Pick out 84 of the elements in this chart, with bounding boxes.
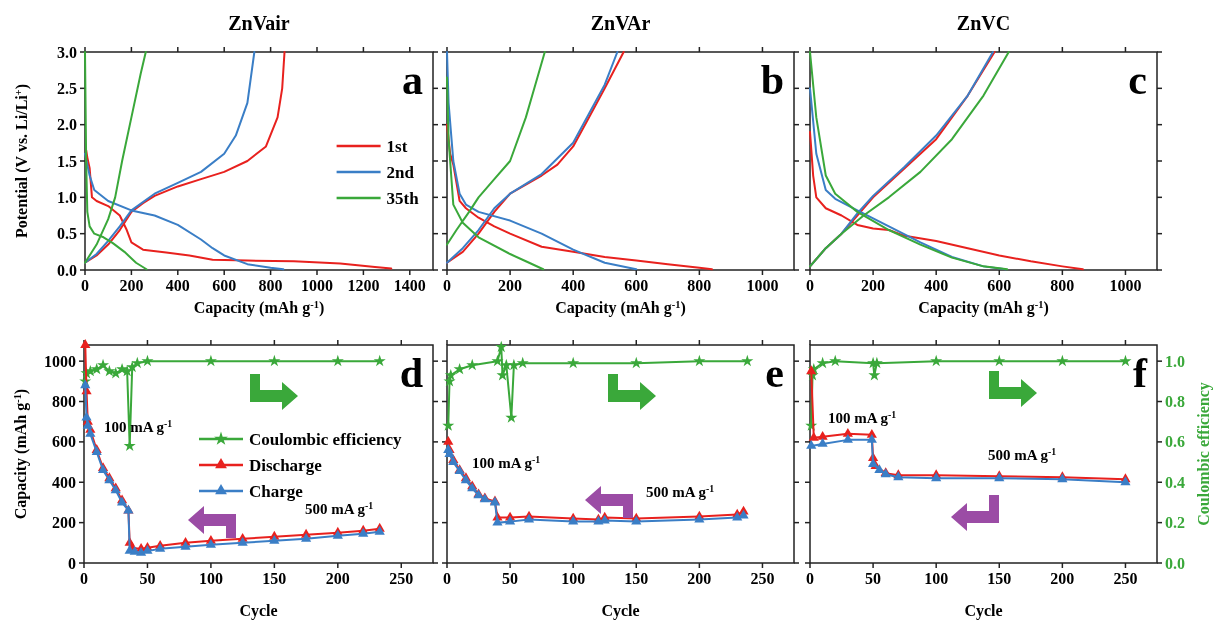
x-tick-label: 200 [687, 570, 712, 587]
legend-label: 1st [386, 136, 408, 156]
annotation: 500 mA g$^{-1}$ [988, 445, 1057, 464]
y-tick-label: 200 [52, 514, 76, 532]
legend-label: Charge [249, 481, 304, 501]
x-tick-label: 200 [1050, 570, 1075, 587]
x-tick-label: 600 [212, 277, 237, 294]
annotation: 500 mA g$^{-1}$ [646, 482, 715, 501]
annotation: f [1133, 350, 1148, 396]
legend-label: Coulombic efficiency [249, 429, 402, 449]
x-axis-title: Cycle [239, 602, 278, 620]
x-tick-label: 1200 [347, 277, 380, 294]
x-axis-title: Cycle [964, 602, 1003, 620]
y2-tick-label: 0.4 [1165, 473, 1185, 491]
x-tick-label: 0 [806, 277, 814, 294]
y2-tick-label: 0.8 [1165, 393, 1185, 411]
y-tick-label: 400 [52, 473, 76, 491]
y2-tick-label: 0.2 [1165, 514, 1185, 532]
y-tick-label: 2.0 [57, 116, 77, 134]
annotation: 100 mA g$^{-1}$ [828, 408, 897, 427]
legend-label: 35th [386, 188, 420, 208]
x-tick-label: 1000 [1109, 277, 1142, 294]
y-tick-label: 3.0 [57, 43, 77, 61]
x-tick-label: 150 [624, 570, 649, 587]
x-tick-label: 0 [81, 277, 89, 294]
x-tick-label: 50 [865, 570, 882, 587]
annotation: b [760, 57, 784, 103]
x-tick-label: 250 [389, 570, 414, 587]
x-tick-label: 200 [498, 277, 523, 294]
x-tick-label: 800 [687, 277, 712, 294]
x-axis-title: Cycle [601, 602, 640, 620]
annotation: c [1128, 57, 1147, 103]
annotation: d [399, 350, 423, 396]
y2-tick-label: 0.6 [1165, 433, 1185, 451]
x-tick-label: 400 [165, 277, 190, 294]
x-tick-label: 200 [325, 570, 350, 587]
chart-title: ZnVAr [590, 12, 651, 34]
y-tick-label: 800 [52, 393, 76, 411]
legend-label: Discharge [249, 455, 323, 475]
y2-tick-label: 0.0 [1165, 554, 1185, 572]
x-tick-label: 1000 [746, 277, 779, 294]
x-tick-label: 250 [750, 570, 775, 587]
y-tick-label: 600 [52, 433, 76, 451]
y-tick-label: 1.5 [57, 152, 77, 170]
y-tick-label: 1000 [44, 352, 76, 370]
x-tick-label: 200 [119, 277, 144, 294]
y-tick-label: 0.0 [57, 261, 77, 279]
annotation: e [765, 350, 784, 396]
x-tick-label: 0 [80, 570, 88, 587]
x-tick-label: 0 [806, 570, 814, 587]
y-tick-label: 0.5 [57, 225, 77, 243]
x-tick-label: 1000 [301, 277, 333, 294]
x-tick-label: 800 [258, 277, 283, 294]
x-tick-label: 100 [924, 570, 949, 587]
legend-label: 2nd [386, 162, 415, 182]
annotation: a [402, 57, 423, 103]
x-tick-label: 0 [443, 570, 451, 587]
x-tick-label: 400 [924, 277, 949, 294]
x-tick-label: 50 [139, 570, 156, 587]
x-tick-label: 150 [262, 570, 287, 587]
y2-tick-label: 1.0 [1165, 352, 1185, 370]
x-tick-label: 100 [561, 570, 586, 587]
chart-title: ZnVair [228, 12, 290, 34]
x-axis-title: Capacity (mAh g$^{-1}$) [193, 298, 325, 317]
x-tick-label: 0 [443, 277, 451, 294]
x-tick-label: 150 [987, 570, 1012, 587]
y-tick-label: 0 [68, 554, 76, 572]
annotation: 100 mA g$^{-1}$ [472, 453, 541, 472]
x-tick-label: 1400 [393, 277, 426, 294]
y-tick-label: 2.5 [57, 79, 77, 97]
x-tick-label: 400 [561, 277, 586, 294]
x-tick-label: 600 [987, 277, 1012, 294]
x-tick-label: 200 [861, 277, 886, 294]
x-axis-title: Capacity (mAh g$^{-1}$) [918, 298, 1049, 317]
chart-title: ZnVC [956, 12, 1011, 34]
x-tick-label: 800 [1050, 277, 1075, 294]
y-tick-label: 1.0 [57, 188, 77, 206]
y2-axis-title: Coulombic efficiency [1195, 382, 1213, 526]
x-axis-title: Capacity (mAh g$^{-1}$) [555, 298, 686, 317]
x-tick-label: 600 [624, 277, 649, 294]
x-tick-label: 100 [198, 570, 223, 587]
x-tick-label: 50 [502, 570, 519, 587]
annotation: 500 mA g$^{-1}$ [305, 499, 374, 518]
x-tick-label: 250 [1113, 570, 1138, 587]
